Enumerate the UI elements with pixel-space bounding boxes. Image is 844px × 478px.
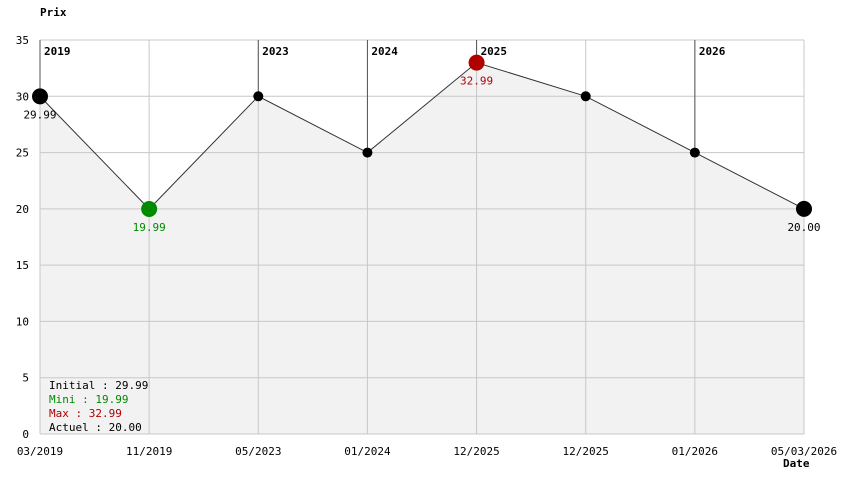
legend-entry: Actuel : 20.00 xyxy=(49,421,142,434)
x-tick-label: 01/2024 xyxy=(344,445,391,458)
point xyxy=(253,91,264,102)
y-tick-label: 30 xyxy=(16,90,29,103)
x-tick-label: 03/2019 xyxy=(17,445,63,458)
price-line xyxy=(39,62,805,210)
x-tick-label: 12/2025 xyxy=(563,445,609,458)
year-label: 2023 xyxy=(262,45,289,58)
y-tick-label: 20 xyxy=(16,203,29,216)
year-label: 2026 xyxy=(699,45,726,58)
y-tick-label: 25 xyxy=(16,147,29,160)
y-tick-label: 15 xyxy=(16,259,29,272)
data-label: 20.00 xyxy=(787,221,820,234)
legend-entry: Mini : 19.99 xyxy=(49,393,128,406)
legend-entry: Max : 32.99 xyxy=(49,407,122,420)
year-label: 2024 xyxy=(371,45,398,58)
legend-entry: Initial : 29.99 xyxy=(49,379,148,392)
year-label: 2019 xyxy=(44,45,71,58)
y-tick-label: 0 xyxy=(22,428,29,441)
y-tick-label: 5 xyxy=(22,372,29,385)
point xyxy=(689,147,700,158)
y-tick-label: 10 xyxy=(16,315,29,328)
x-axis-title: Date xyxy=(783,457,810,470)
data-label: 29.99 xyxy=(23,108,56,121)
x-tick-label: 01/2026 xyxy=(672,445,718,458)
x-tick-label: 05/03/2026 xyxy=(771,445,837,458)
y-tick-label: 35 xyxy=(16,34,29,47)
y-axis-title: Prix xyxy=(40,6,67,19)
point xyxy=(580,91,591,102)
point xyxy=(796,200,812,217)
point xyxy=(468,54,485,71)
data-label: 19.99 xyxy=(133,221,166,234)
x-tick-label: 11/2019 xyxy=(126,445,172,458)
point xyxy=(32,88,48,105)
point xyxy=(141,200,158,217)
area xyxy=(40,62,804,434)
x-tick-label: 05/2023 xyxy=(235,445,281,458)
year-label: 2025 xyxy=(481,45,508,58)
x-tick-label: 12/2025 xyxy=(453,445,499,458)
point xyxy=(362,147,373,158)
data-label: 32.99 xyxy=(460,75,493,88)
